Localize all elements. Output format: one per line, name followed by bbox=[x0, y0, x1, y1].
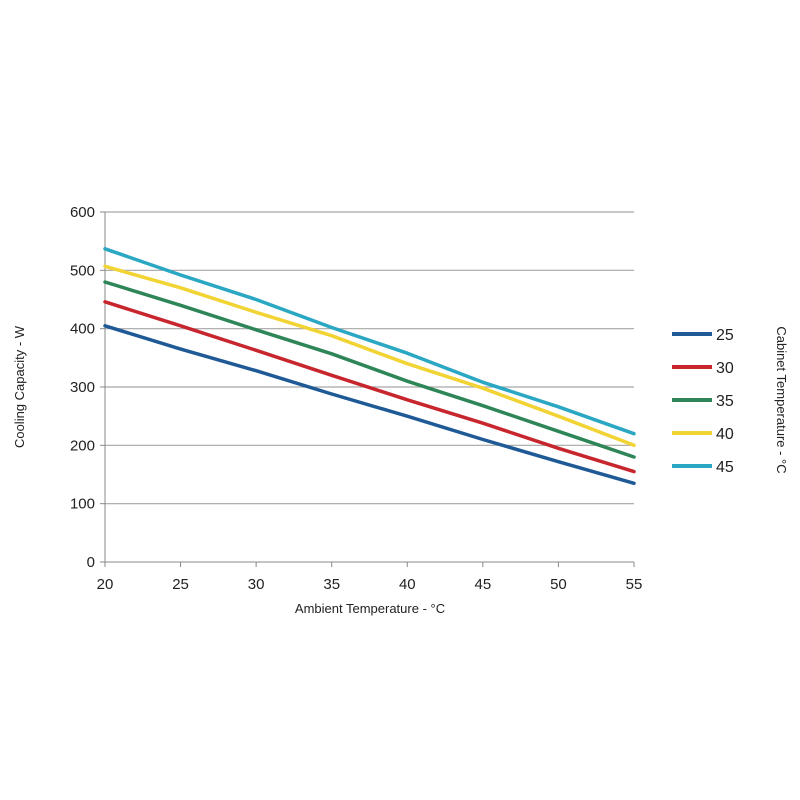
series-line-40 bbox=[103, 264, 636, 448]
x-tick-label: 30 bbox=[248, 576, 265, 593]
legend-title: Cabinet Temperature - °C bbox=[774, 326, 789, 473]
x-tick-label: 55 bbox=[626, 576, 643, 593]
series-line-30 bbox=[103, 300, 636, 474]
x-tick-label: 20 bbox=[97, 576, 114, 593]
y-tick-label: 600 bbox=[70, 204, 95, 221]
y-tick-label: 0 bbox=[87, 554, 95, 571]
series-line-35 bbox=[103, 280, 636, 459]
x-tick-label: 45 bbox=[475, 576, 492, 593]
series-lines bbox=[103, 247, 636, 486]
series-line-25 bbox=[103, 324, 636, 486]
y-tick-label: 100 bbox=[70, 496, 95, 513]
legend: 25 30 35 40 45 bbox=[672, 327, 734, 476]
x-tick-label: 25 bbox=[172, 576, 189, 593]
legend-label-40: 40 bbox=[716, 426, 734, 443]
x-axis-title: Ambient Temperature - °C bbox=[295, 601, 445, 616]
legend-label-35: 35 bbox=[716, 393, 734, 410]
y-tick-label: 200 bbox=[70, 437, 95, 454]
y-tick-label: 300 bbox=[70, 379, 95, 396]
y-tick-label: 500 bbox=[70, 262, 95, 279]
x-tick-label: 40 bbox=[399, 576, 416, 593]
legend-label-45: 45 bbox=[716, 459, 734, 476]
series-line-45 bbox=[103, 247, 636, 436]
y-tick-label: 400 bbox=[70, 321, 95, 338]
legend-label-25: 25 bbox=[716, 327, 734, 344]
x-tick-label: 50 bbox=[550, 576, 567, 593]
x-tick-labels: 20 25 30 35 40 45 50 55 bbox=[97, 562, 643, 593]
x-tick-label: 35 bbox=[323, 576, 340, 593]
y-axis-title: Cooling Capacity - W bbox=[12, 325, 27, 448]
y-tick-labels: 0 100 200 300 400 500 600 bbox=[70, 204, 105, 571]
legend-label-30: 30 bbox=[716, 360, 734, 377]
